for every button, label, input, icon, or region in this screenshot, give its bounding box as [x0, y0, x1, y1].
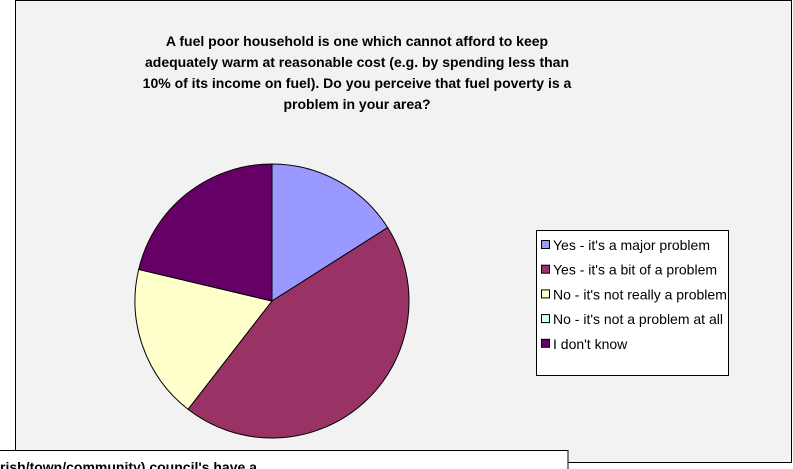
legend-label: Yes - it's a bit of a problem — [553, 262, 717, 278]
title-line: A fuel poor household is one which canno… — [166, 33, 548, 49]
pie — [134, 163, 410, 439]
legend: Yes - it's a major problem Yes - it's a b… — [541, 237, 727, 352]
next-chart-title: rish/town/community) council's have a — [0, 459, 257, 469]
title-line: 10% of its income on fuel). Do you perce… — [143, 75, 572, 91]
pie-slice — [187, 226, 410, 439]
legend-swatch — [541, 338, 550, 348]
pie-slice — [138, 163, 273, 302]
title-line: problem in your area? — [283, 96, 430, 112]
legend-swatch — [541, 314, 550, 324]
pie-slice — [271, 163, 389, 302]
chart-title: A fuel poor household is one which canno… — [143, 33, 572, 112]
legend-label: No - it's not a problem at all — [553, 311, 723, 327]
legend-swatch — [541, 289, 550, 299]
legend-label: I don't know — [553, 336, 628, 352]
title-line: adequately warm at reasonable cost (e.g.… — [145, 54, 569, 70]
legend-swatch — [541, 264, 550, 274]
legend-box — [536, 230, 729, 376]
legend-swatch — [541, 240, 550, 249]
legend-label: No - it's not really a problem — [553, 286, 727, 302]
pie-slice — [134, 268, 273, 410]
next-chart-area — [0, 450, 569, 469]
legend-label: Yes - it's a major problem — [553, 237, 710, 253]
